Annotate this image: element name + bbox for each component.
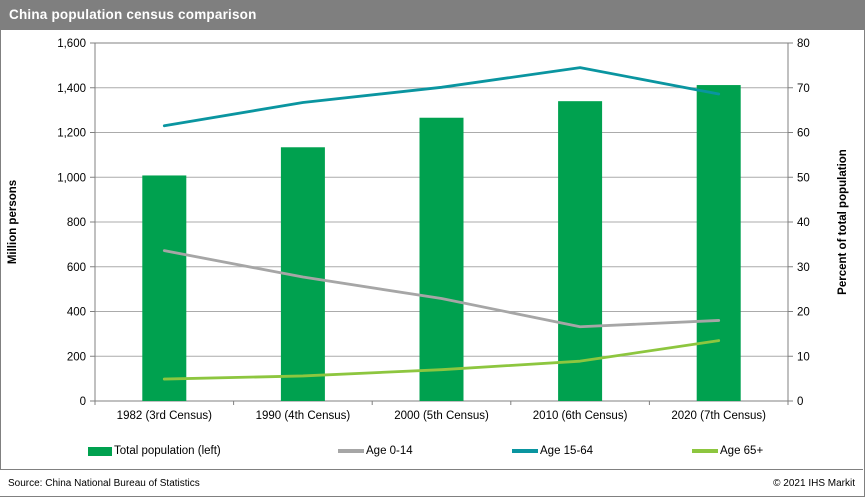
y2-axis-tick-label: 70 <box>797 83 810 95</box>
legend-item-age-65-plus: Age 65+ <box>692 441 763 461</box>
y2-axis-tick-label: 0 <box>797 396 803 408</box>
legend-label-total-population: Total population (left) <box>114 445 221 457</box>
x-axis-label: 2000 (5th Census) <box>394 410 489 422</box>
y2-axis-tick-label: 50 <box>797 172 810 184</box>
legend-item-age-0-14: Age 0-14 <box>338 441 413 461</box>
legend: Total population (left) Age 0-14 Age 15-… <box>0 441 865 461</box>
y-axis-tick-label: 1,200 <box>57 128 86 140</box>
y2-axis-tick-label: 20 <box>797 307 810 319</box>
line-age-0-14 <box>162 249 721 329</box>
y2-axis-tick-label: 30 <box>797 262 810 274</box>
x-axis-label: 2020 (7th Census) <box>671 410 766 422</box>
y-axis-tick-label: 1,000 <box>57 172 86 184</box>
legend-swatch-total-population <box>88 446 112 456</box>
left-axis-title: Million persons <box>7 180 19 264</box>
legend-label-age-0-14: Age 0-14 <box>366 445 413 457</box>
legend-label-age-65-plus: Age 65+ <box>720 445 764 457</box>
footer: Source: China National Bureau of Statist… <box>0 469 863 496</box>
legend-item-total-population: Total population (left) <box>88 441 221 461</box>
y2-axis-tick-label: 10 <box>797 351 810 363</box>
y2-axis-tick-label: 60 <box>797 128 810 140</box>
x-axis-label: 1982 (3rd Census) <box>117 410 212 422</box>
legend-item-age-15-64: Age 15-64 <box>512 441 593 461</box>
legend-swatch-age-65-plus <box>692 449 718 453</box>
y-axis-tick-label: 0 <box>80 396 86 408</box>
bar-total-population-4 <box>696 85 741 401</box>
y-axis-tick-label: 400 <box>67 307 86 319</box>
y-axis-tick-label: 1,600 <box>57 38 86 50</box>
y2-axis-tick-label: 80 <box>797 38 810 50</box>
right-axis-title: Percent of total population <box>837 149 849 295</box>
bar-total-population-0 <box>142 175 187 401</box>
x-axis-label: 2010 (6th Census) <box>533 410 628 422</box>
bar-total-population-3 <box>558 101 603 402</box>
y-axis-tick-label: 600 <box>67 262 86 274</box>
y-axis-tick-label: 200 <box>67 351 86 363</box>
legend-label-age-15-64: Age 15-64 <box>540 445 594 457</box>
page-title: China population census comparison <box>9 7 257 22</box>
plot-area: 0 200 400 600 800 1,000 1,200 1,400 1,600 0 10 20 30… <box>7 38 849 422</box>
line-age-65- <box>162 339 721 381</box>
line-age-15-64 <box>162 66 721 128</box>
legend-swatch-age-15-64 <box>512 449 538 453</box>
bar-total-population-2 <box>419 117 464 402</box>
y-axis-tick-label: 800 <box>67 217 86 229</box>
y-axis-tick-label: 1,400 <box>57 83 86 95</box>
legend-swatch-age-0-14 <box>338 449 364 453</box>
title-bar: China population census comparison <box>0 0 865 30</box>
y2-axis-tick-label: 40 <box>797 217 810 229</box>
source-note: Source: China National Bureau of Statist… <box>8 477 200 489</box>
copyright-note: © 2021 IHS Markit <box>773 477 855 489</box>
x-axis-label: 1990 (4th Census) <box>256 410 351 422</box>
